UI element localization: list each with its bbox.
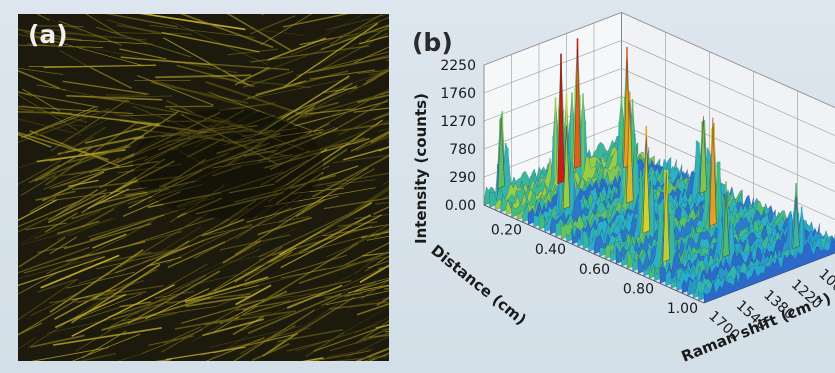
- surface-peak: [662, 172, 670, 263]
- z-tick-label: 1760: [440, 86, 476, 102]
- y-axis-title: Distance (cm): [427, 241, 529, 329]
- surface-peak: [709, 117, 717, 227]
- fiber-strands: [18, 14, 389, 361]
- surface-peak: [699, 116, 708, 194]
- x-axis-title: Raman shift (cm⁻¹): [679, 289, 834, 366]
- y-tick-label: 0.20: [491, 223, 522, 239]
- surface-peak: [792, 196, 800, 250]
- surface-row: [703, 235, 835, 304]
- z-tick-label: 1270: [440, 114, 476, 130]
- z-axis-title: Intensity (counts): [412, 93, 430, 244]
- panel-a-label: (a): [28, 20, 68, 49]
- fiber-micrograph: (a): [18, 14, 389, 361]
- y-tick-label: 0.60: [579, 262, 610, 278]
- surface-peak: [497, 117, 505, 189]
- y-tick-label: 1.00: [667, 301, 698, 317]
- surface-peaks: [497, 47, 800, 263]
- surface-peak: [557, 53, 565, 185]
- surface-peak: [642, 137, 650, 234]
- z-gridline: [483, 12, 835, 108]
- y-tick-label: 0.80: [623, 281, 654, 297]
- z-tick-label: 290: [449, 170, 476, 186]
- y-tick-label: 0.40: [535, 242, 566, 258]
- z-gridline: [483, 68, 835, 164]
- tick-labels: 0.00 290 780 1270 1760 2250 0.20 0.40 0.60 0.80 1.…: [440, 58, 835, 344]
- surface-peak: [722, 192, 730, 258]
- raman-3d-surface-chart: 0.00 290 780 1270 1760 2250 0.20 0.40 0.60 0.80 1.…: [412, 11, 835, 366]
- surface-peak: [562, 125, 571, 210]
- z-tick-label: 0.00: [445, 198, 476, 214]
- surface-peak: [573, 47, 582, 169]
- z-gridline: [483, 40, 835, 136]
- z-tick-label: 780: [449, 142, 476, 158]
- z-tick-label: 2250: [440, 58, 476, 74]
- panel-b-label: (b): [412, 28, 453, 57]
- surface-peak: [626, 101, 634, 204]
- fiber-texture: [18, 14, 389, 361]
